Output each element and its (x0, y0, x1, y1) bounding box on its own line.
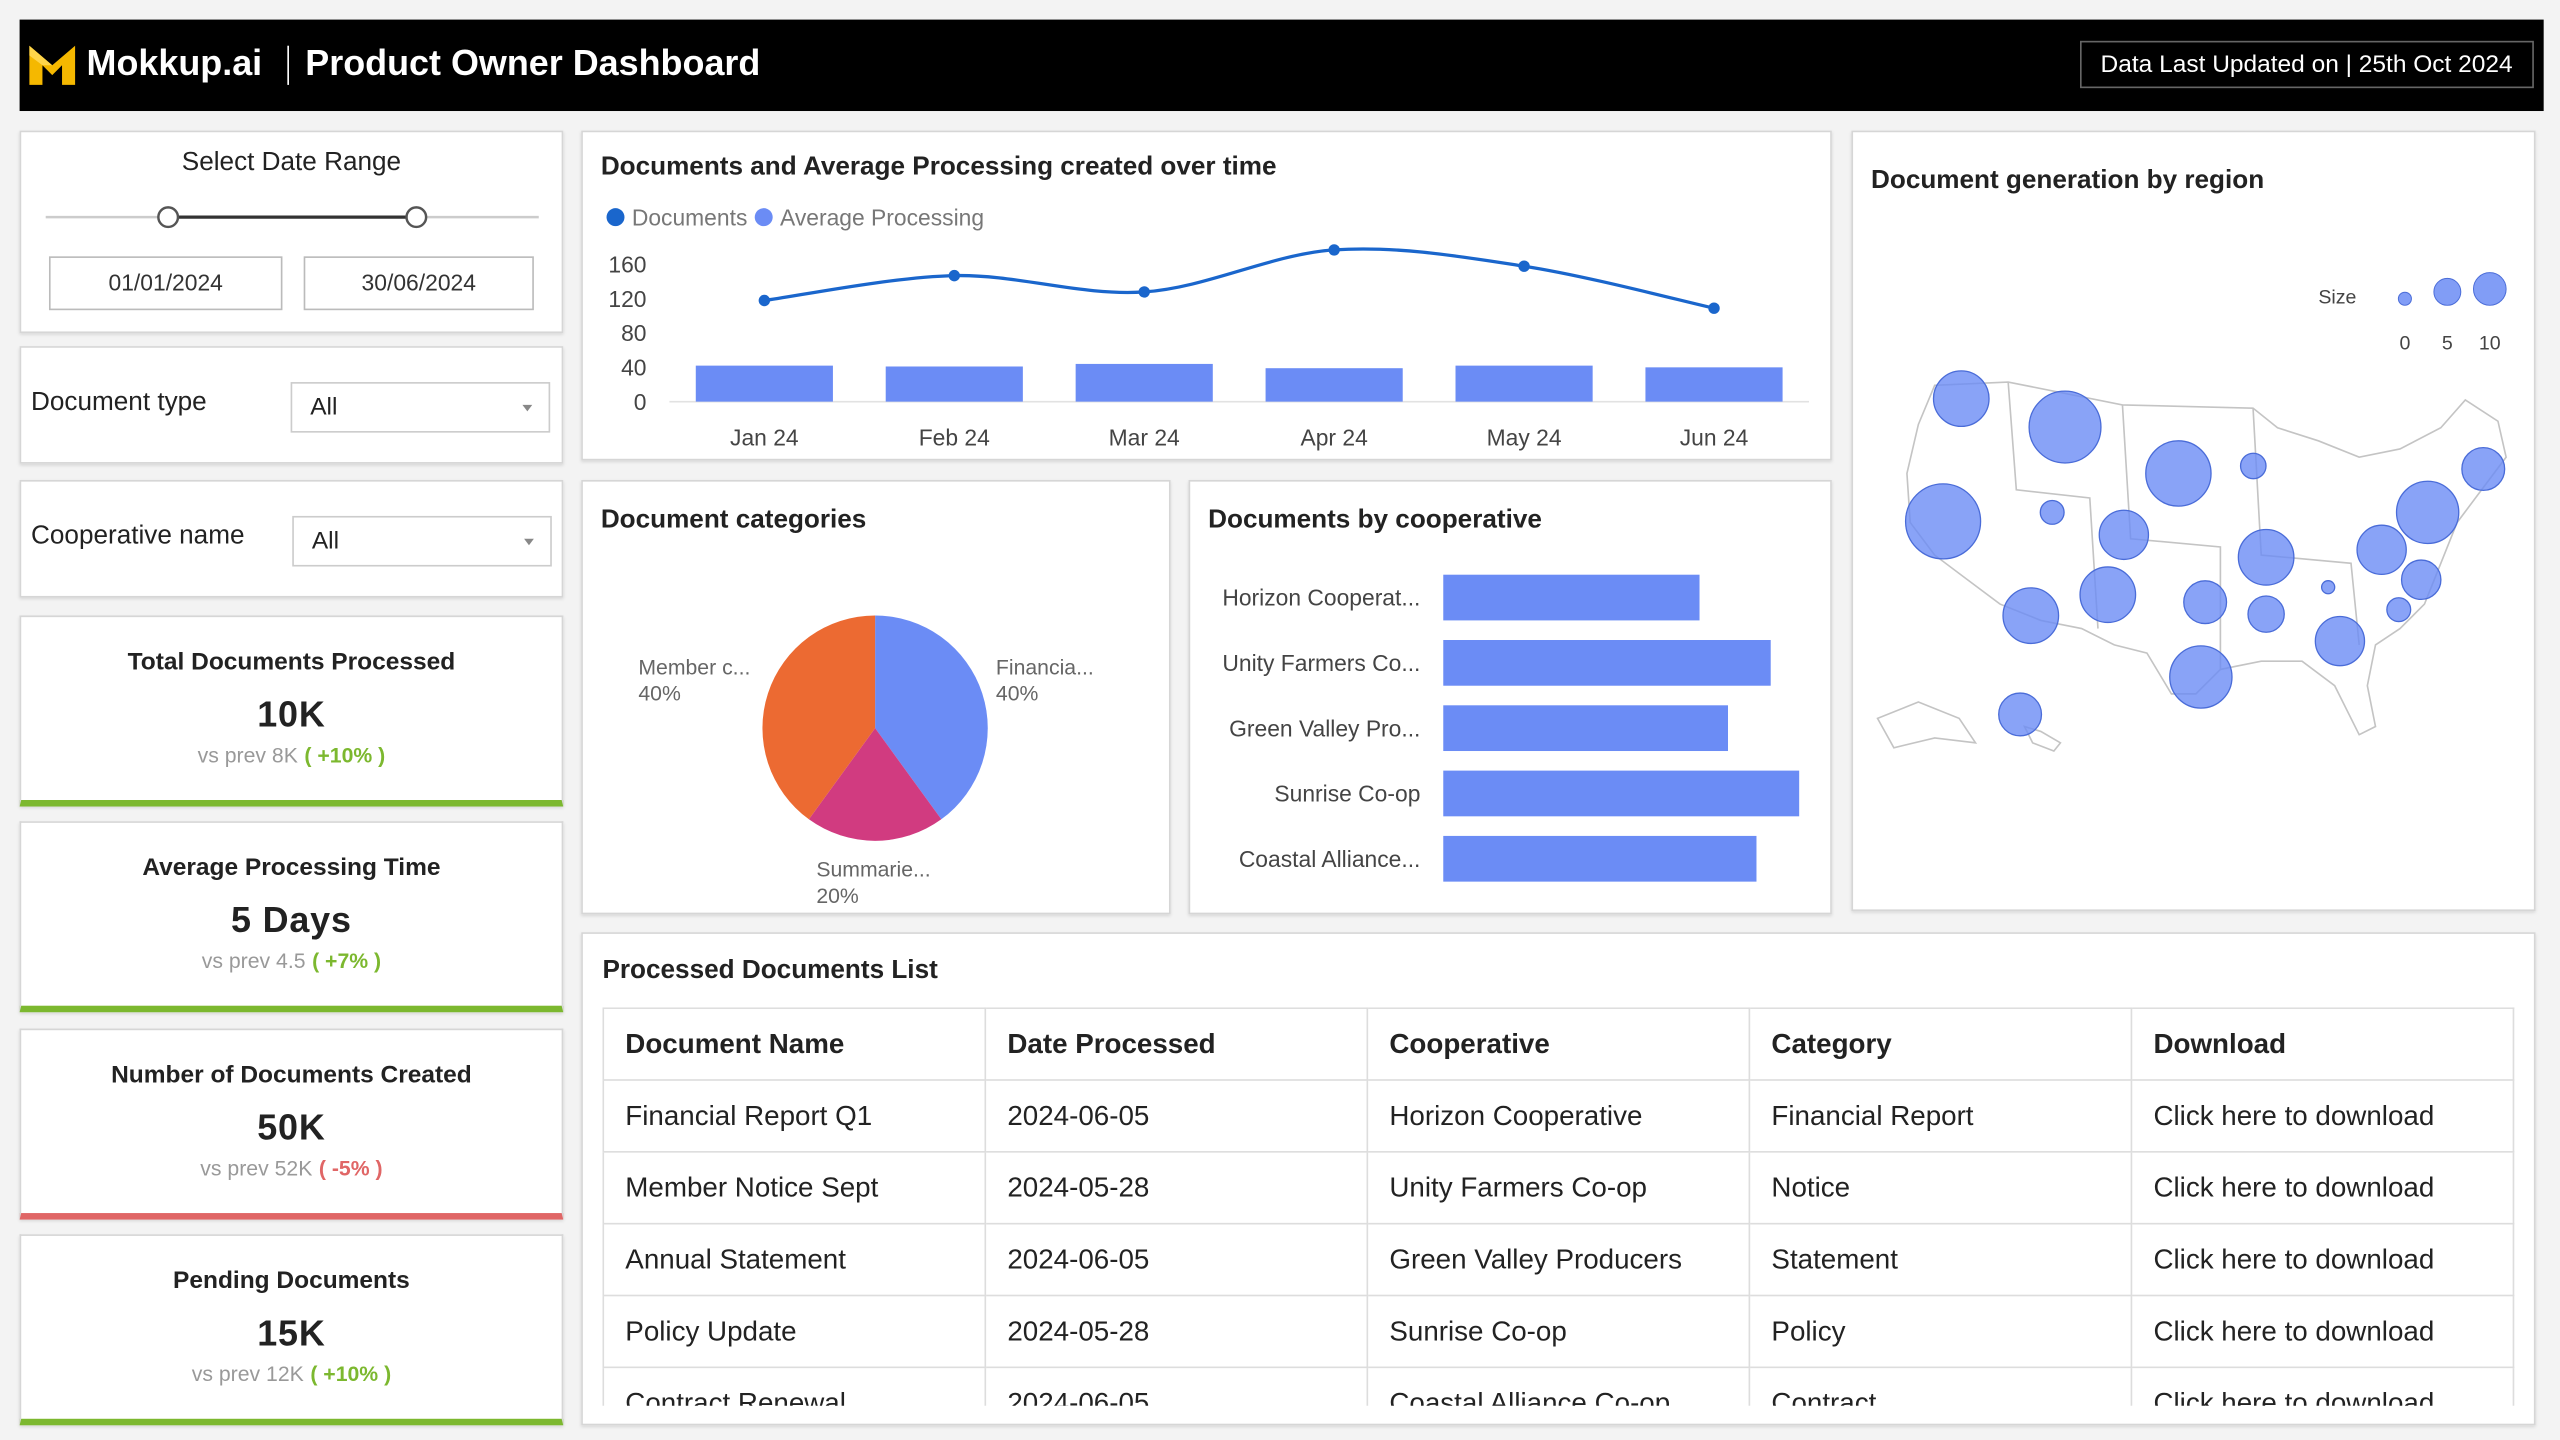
table-cell: Financial Report (1748, 1079, 2133, 1153)
kpi-value: 10K (257, 693, 326, 735)
table-cell: Statement (1748, 1222, 2133, 1297)
end-date-input[interactable]: 30/06/2024 (303, 256, 534, 311)
documents-table: Document Name Date Processed Cooperative Ca… (602, 1007, 2515, 1406)
dropdown[interactable]: All (290, 382, 551, 433)
kpi-previous-row: vs prev 4.5( +7% ) (21, 949, 561, 973)
table-cell: Policy (1748, 1294, 2133, 1369)
kpi-previous: vs prev 8K (197, 742, 298, 768)
start-date-input[interactable]: 01/01/2024 (48, 256, 283, 311)
column-header: Download (2130, 1007, 2515, 1081)
kpi-card: Pending Documents 15K vs prev 12K( +10% ) (19, 1234, 564, 1426)
kpi-title: Pending Documents (173, 1266, 410, 1295)
updated-badge: Data Last Updated on | 25th Oct 2024 (2079, 40, 2534, 89)
kpi-previous-row: vs prev 8K( +10% ) (21, 743, 561, 767)
download-link[interactable]: Click here to download (2130, 1151, 2515, 1225)
table-cell: 2024-06-05 (984, 1366, 1369, 1406)
kpi-title: Average Processing Time (142, 853, 441, 882)
table-cell: Contract Renewal (602, 1366, 987, 1406)
kpi-previous: vs prev 4.5 (201, 948, 306, 974)
date-slider[interactable] (21, 198, 565, 237)
column-header: Date Processed (984, 1007, 1369, 1081)
table-clip: Document Name Date Processed Cooperative Ca… (602, 1007, 2515, 1406)
bar-chart-panel (1188, 479, 1832, 915)
table-panel: Processed Documents List Document Name Da… (581, 932, 2536, 1426)
kpi-value: 5 Days (231, 899, 352, 941)
combo-chart-panel (581, 130, 1832, 461)
table-cell: Sunrise Co-op (1366, 1294, 1751, 1369)
column-header: Cooperative (1366, 1007, 1751, 1081)
download-link[interactable]: Click here to download (2130, 1294, 2515, 1369)
download-link[interactable]: Click here to download (2130, 1222, 2515, 1297)
kpi-card: Average Processing Time 5 Days vs prev 4.5… (19, 821, 564, 1013)
date-range-filter: Select Date Range 01/01/2024 30/06/2024 (19, 130, 565, 334)
table-cell: Annual Statement (602, 1222, 987, 1297)
column-header: Document Name (602, 1007, 987, 1081)
kpi-change: ( -5% ) (318, 1155, 383, 1181)
map-panel (1851, 130, 2536, 912)
separator (287, 45, 289, 85)
header-row: Document Name Date Processed Cooperative Ca… (602, 1007, 2515, 1081)
kpi-value: 15K (257, 1312, 326, 1354)
table-row: Member Notice Sept 2024-05-28 Unity Farmer… (602, 1151, 2515, 1225)
kpi-change: ( +7% ) (312, 948, 382, 974)
kpi-previous: vs prev 12K (191, 1361, 304, 1387)
table-cell: Horizon Cooperative (1366, 1079, 1751, 1153)
table-row: Annual Statement 2024-06-05 Green Valley P… (602, 1222, 2515, 1297)
column-header: Category (1748, 1007, 2133, 1081)
table-row: Contract Renewal 2024-06-05 Coastal Allian… (602, 1366, 2515, 1406)
kpi-change: ( +10% ) (310, 1361, 392, 1387)
kpi-card: Total Documents Processed 10K vs prev 8K( … (19, 615, 564, 807)
page-title: Product Owner Dashboard (305, 42, 761, 84)
kpi-value: 50K (257, 1106, 326, 1148)
kpi-previous: vs prev 52K (200, 1155, 313, 1181)
pie-chart-panel (581, 479, 1171, 915)
kpi-change: ( +10% ) (304, 742, 386, 768)
header: Mokkup.ai Product Owner Dashboard Data L… (19, 19, 2544, 112)
table-cell: Unity Farmers Co-op (1366, 1151, 1751, 1225)
filter-label: Cooperative name (31, 522, 245, 551)
brand: Mokkup.ai (86, 42, 263, 84)
download-link[interactable]: Click here to download (2130, 1366, 2515, 1406)
table-cell: 2024-05-28 (984, 1151, 1369, 1225)
table-title: Processed Documents List (602, 956, 938, 985)
filter-label: Document type (31, 388, 207, 417)
table-cell: Coastal Alliance Co-op (1366, 1366, 1751, 1406)
cooperative-filter: Cooperative name All (19, 479, 564, 598)
table-cell: Member Notice Sept (602, 1151, 987, 1225)
document-type-filter: Document type All (19, 346, 564, 464)
download-link[interactable]: Click here to download (2130, 1079, 2515, 1153)
table-cell: 2024-06-05 (984, 1079, 1369, 1153)
logo (29, 45, 76, 85)
table-cell: Policy Update (602, 1294, 987, 1369)
kpi-title: Total Documents Processed (127, 648, 456, 676)
table-cell: Contract (1748, 1366, 2133, 1406)
table-cell: 2024-05-28 (984, 1294, 1369, 1369)
table-row: Financial Report Q1 2024-06-05 Horizon Coo… (602, 1079, 2515, 1153)
kpi-card: Number of Documents Created 50K vs prev 52… (19, 1028, 564, 1220)
filter-label: Select Date Range (181, 148, 402, 177)
table-cell: Financial Report Q1 (602, 1079, 987, 1153)
table-cell: Notice (1748, 1151, 2133, 1225)
kpi-previous-row: vs prev 52K( -5% ) (21, 1156, 561, 1180)
table-cell: Green Valley Producers (1366, 1222, 1751, 1297)
kpi-previous-row: vs prev 12K( +10% ) (21, 1362, 561, 1386)
dropdown[interactable]: All (292, 515, 552, 567)
kpi-title: Number of Documents Created (111, 1061, 472, 1089)
table-cell: 2024-06-05 (984, 1222, 1369, 1297)
table-row: Policy Update 2024-05-28 Sunrise Co-op Poli… (602, 1294, 2515, 1369)
